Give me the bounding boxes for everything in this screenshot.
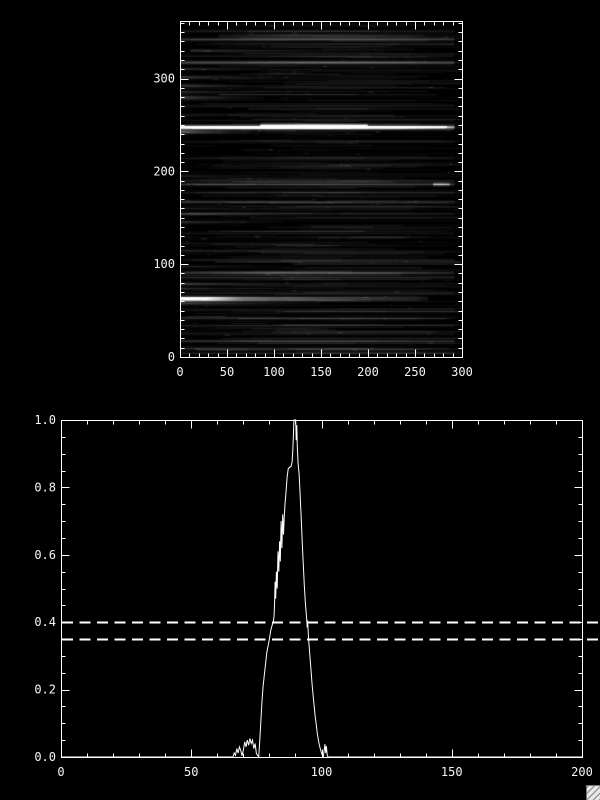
- profile-panel-x-tick-label: 50: [184, 765, 198, 779]
- image-panel-x-tick-label: 250: [404, 365, 426, 379]
- profile-panel-x-tick-label: 0: [57, 765, 64, 779]
- profile-panel-x-tick-label: 200: [571, 765, 593, 779]
- profile-panel-y-tick-label: 0.4: [34, 615, 56, 629]
- profile-panel-y-tick-label: 1.0: [34, 413, 56, 427]
- image-panel-y-tick-label: 100: [153, 257, 175, 271]
- profile-panel-x-tick-label: 150: [441, 765, 463, 779]
- image-panel-y-tick-label: 0: [168, 350, 175, 364]
- image-panel-tick-labels: 0 50 100 150 200 250 300 0 100 200 300: [153, 72, 473, 379]
- image-panel-axes: [180, 21, 463, 358]
- image-panel-x-tick-label: 50: [220, 365, 234, 379]
- profile-panel-y-tick-label: 0.6: [34, 548, 56, 562]
- profile-panel-axes: [61, 420, 583, 758]
- window-resize-grip[interactable]: [586, 785, 600, 800]
- spectral-image-canvas: [181, 22, 461, 356]
- image-panel-x-tick-label: 300: [451, 365, 473, 379]
- image-panel-ticks: [180, 21, 463, 358]
- profile-curve: [61, 419, 582, 759]
- image-panel-x-tick-label: 200: [357, 365, 379, 379]
- profile-panel-tick-labels: 0 50 100 150 200 0.0 0.2 0.4 0.6 0.8 1.0: [34, 413, 593, 779]
- profile-panel-y-tick-label: 0.8: [34, 480, 56, 494]
- profile-panel-x-tick-label: 100: [311, 765, 333, 779]
- image-panel-x-tick-label: 150: [310, 365, 332, 379]
- image-panel-x-tick-label: 100: [263, 365, 285, 379]
- profile-panel-ticks: [61, 420, 583, 758]
- profile-panel-y-tick-label: 0.0: [34, 750, 56, 764]
- image-panel-y-tick-label: 200: [153, 164, 175, 178]
- image-panel-x-tick-label: 0: [176, 365, 183, 379]
- profile-panel-y-tick-label: 0.2: [34, 683, 56, 697]
- image-panel-y-tick-label: 300: [153, 72, 175, 86]
